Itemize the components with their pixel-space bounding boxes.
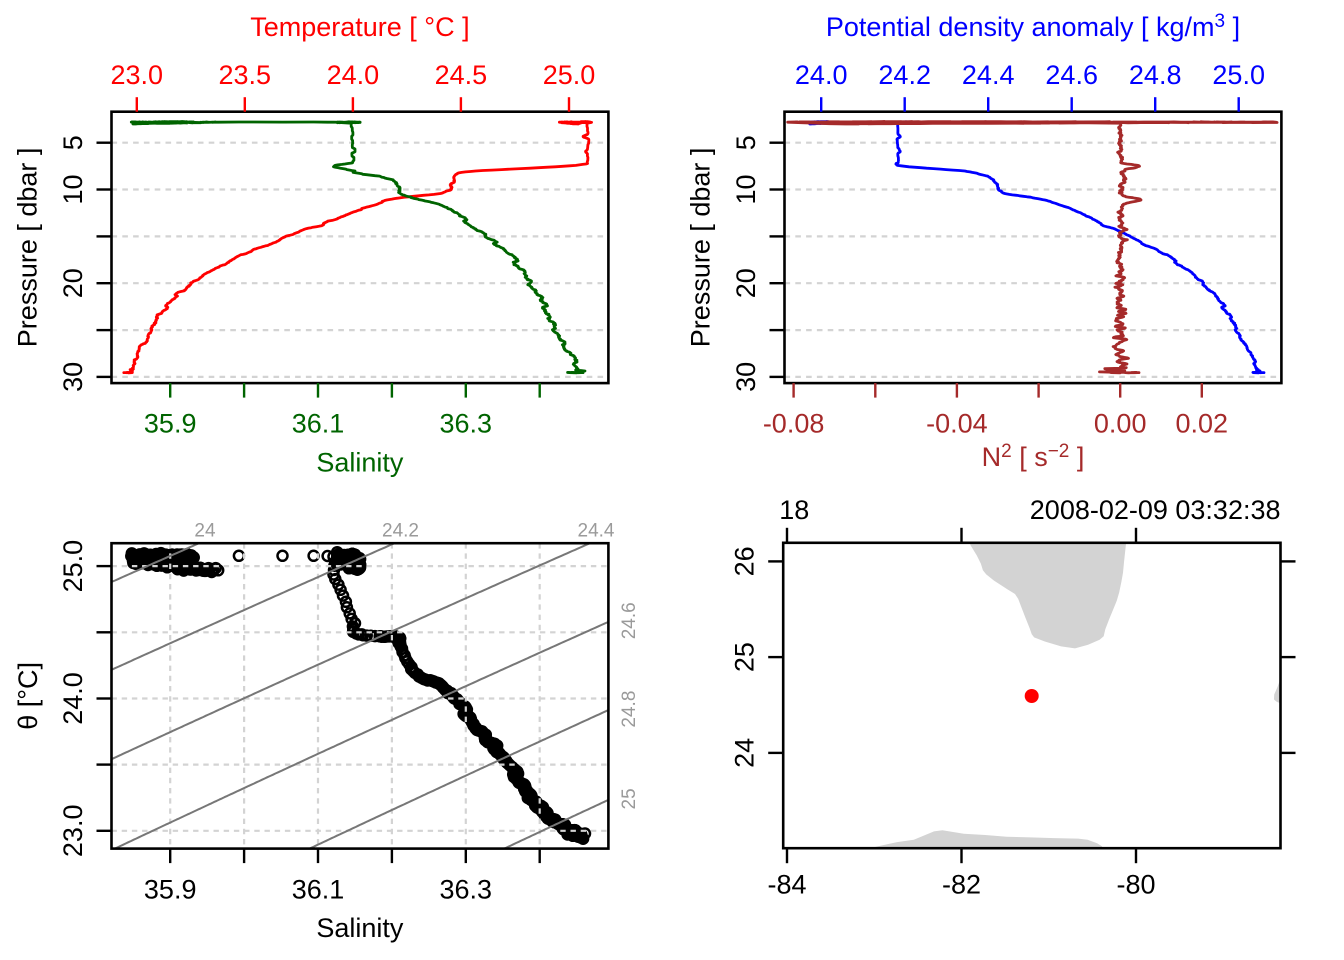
svg-text:N2 [ s−2 ]: N2 [ s−2 ] <box>982 441 1085 472</box>
svg-text:24.4: 24.4 <box>962 60 1015 90</box>
svg-text:24.6: 24.6 <box>619 602 640 639</box>
svg-text:25: 25 <box>619 788 640 809</box>
svg-text:-0.04: -0.04 <box>926 409 988 439</box>
svg-text:20: 20 <box>731 268 761 298</box>
svg-text:24.8: 24.8 <box>619 691 640 728</box>
svg-text:23.5: 23.5 <box>219 60 272 90</box>
svg-text:25.0: 25.0 <box>543 60 596 90</box>
svg-text:24.8: 24.8 <box>1129 60 1182 90</box>
svg-text:30: 30 <box>58 362 88 392</box>
svg-text:Temperature [ °C ]: Temperature [ °C ] <box>250 12 469 42</box>
svg-text:0.00: 0.00 <box>1094 409 1147 439</box>
svg-text:24: 24 <box>194 521 216 542</box>
svg-text:Pressure [ dbar ]: Pressure [ dbar ] <box>686 148 716 348</box>
svg-text:24.6: 24.6 <box>1045 60 1098 90</box>
svg-text:35.9: 35.9 <box>144 409 197 439</box>
svg-text:Potential density anomaly [ kg: Potential density anomaly [ kg/m3 ] <box>826 11 1240 42</box>
svg-text:5: 5 <box>58 135 88 150</box>
svg-text:35.9: 35.9 <box>144 874 197 904</box>
svg-text:Pressure [ dbar ]: Pressure [ dbar ] <box>13 148 43 348</box>
svg-text:-82: -82 <box>942 870 981 900</box>
svg-text:Salinity: Salinity <box>316 913 404 943</box>
svg-text:25.0: 25.0 <box>1212 60 1265 90</box>
svg-text:24.5: 24.5 <box>435 60 488 90</box>
svg-text:10: 10 <box>731 174 761 204</box>
svg-text:24.2: 24.2 <box>878 60 931 90</box>
svg-text:24.2: 24.2 <box>382 521 419 542</box>
svg-text:26: 26 <box>729 546 759 576</box>
svg-text:θ [°C]: θ [°C] <box>13 662 43 730</box>
svg-text:25: 25 <box>729 642 759 672</box>
svg-text:20: 20 <box>58 268 88 298</box>
svg-text:23.0: 23.0 <box>58 805 88 858</box>
svg-text:30: 30 <box>731 362 761 392</box>
svg-text:-80: -80 <box>1116 870 1155 900</box>
svg-text:5: 5 <box>731 135 761 150</box>
svg-text:36.1: 36.1 <box>292 874 345 904</box>
svg-text:24.0: 24.0 <box>327 60 380 90</box>
svg-text:Salinity: Salinity <box>316 447 404 477</box>
svg-text:0.02: 0.02 <box>1176 409 1229 439</box>
svg-text:36.3: 36.3 <box>440 409 493 439</box>
svg-text:24.4: 24.4 <box>578 521 615 542</box>
svg-text:24.0: 24.0 <box>795 60 848 90</box>
svg-text:24: 24 <box>729 738 759 768</box>
svg-text:36.3: 36.3 <box>440 874 493 904</box>
svg-text:2008-02-09 03:32:38: 2008-02-09 03:32:38 <box>1030 495 1281 525</box>
svg-text:23.0: 23.0 <box>111 60 164 90</box>
svg-text:24.0: 24.0 <box>58 672 88 725</box>
svg-text:10: 10 <box>58 174 88 204</box>
svg-text:-84: -84 <box>767 870 806 900</box>
svg-text:-0.08: -0.08 <box>763 409 825 439</box>
svg-text:25.0: 25.0 <box>58 540 88 593</box>
svg-text:36.1: 36.1 <box>292 409 345 439</box>
svg-text:18: 18 <box>779 495 809 525</box>
